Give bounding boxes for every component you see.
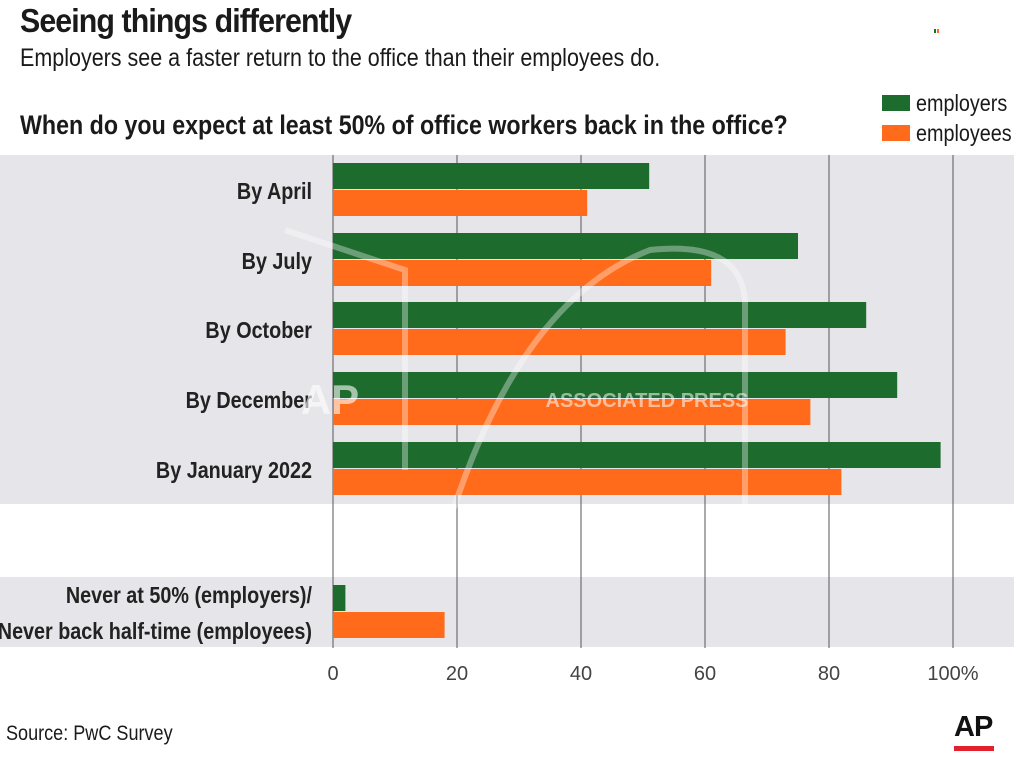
bar-employees	[333, 399, 811, 425]
ap-logo-text: AP	[954, 711, 993, 743]
chart-title: Seeing things differently	[20, 2, 352, 39]
legend-label-employers: employers	[916, 89, 1008, 116]
row-band	[0, 577, 1014, 647]
bar-employers	[333, 585, 346, 611]
bar-employees	[333, 329, 786, 355]
bar-employees	[333, 260, 712, 286]
category-label: By December	[186, 388, 313, 414]
bar-employers	[333, 442, 941, 468]
chart-subtitle: Employers see a faster return to the off…	[20, 44, 661, 72]
legend-item-employees: employees	[882, 118, 1024, 148]
legend-swatch-employees	[882, 125, 910, 141]
bar-employees	[333, 190, 588, 216]
category-label: Never back half-time (employees)	[0, 619, 312, 645]
source-note: Source: PwC Survey	[6, 722, 173, 745]
bar-employers	[333, 372, 898, 398]
bar-employees	[333, 612, 445, 638]
legend-label-employees: employees	[916, 119, 1012, 146]
category-label: Never at 50% (employers)/	[66, 583, 312, 609]
legend-item-employers: employers	[882, 88, 1024, 118]
bar-employers	[333, 233, 798, 259]
watermark-text: ASSOCIATED PRESS	[546, 390, 749, 412]
watermark-mark: AP	[301, 376, 359, 423]
watermark-shape	[284, 227, 748, 560]
bar-employers	[333, 302, 867, 328]
x-tick-label: 80	[818, 663, 840, 685]
x-tick-label: 100%	[927, 663, 978, 685]
category-label: By October	[205, 318, 312, 344]
bar-employers	[333, 163, 650, 189]
x-tick-label: 60	[694, 663, 716, 685]
ap-logo-underline	[954, 746, 994, 751]
category-label: By April	[237, 179, 312, 205]
x-tick-label: 0	[327, 663, 338, 685]
legend-swatch-employers	[882, 95, 910, 111]
category-label: By January 2022	[156, 458, 312, 484]
bar-chart: By April By July By October By December By J…	[0, 155, 1014, 685]
x-tick-label: 20	[446, 663, 468, 685]
tiny-flag-icon	[934, 29, 941, 33]
x-tick-label: 40	[570, 663, 592, 685]
bar-employees	[333, 469, 842, 495]
legend: employers employees	[882, 88, 1024, 148]
chart-question: When do you expect at least 50% of offic…	[20, 110, 788, 140]
ap-logo: AP	[954, 712, 1000, 751]
category-label: By July	[242, 249, 312, 275]
